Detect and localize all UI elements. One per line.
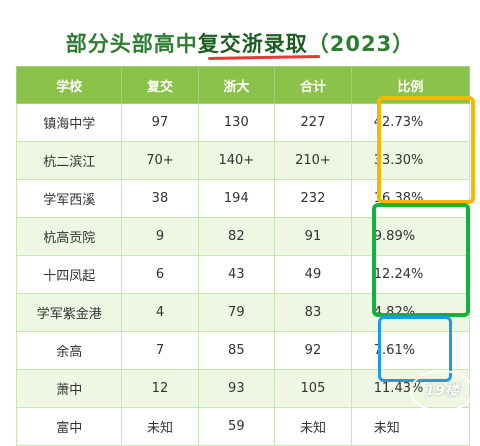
cell-zheda: 194 (197, 179, 276, 218)
header-zheda: 浙大 (197, 66, 276, 104)
cell-total: 49 (274, 255, 352, 294)
cell-ratio: 42.73% (350, 103, 471, 142)
red-underline-mark (207, 55, 321, 60)
cell-total: 83 (274, 293, 352, 332)
cell-zheda: 59 (197, 407, 276, 446)
cell-zheda: 85 (197, 331, 276, 370)
cell-fujiao: 70+ (121, 141, 199, 180)
title-suffix: （2023） (307, 32, 415, 56)
table-row: 富中 未知 59 未知 未知 (15, 407, 471, 446)
green-highlight-box (372, 203, 470, 317)
table-row: 杭高贡院 9 82 91 9.89% (15, 217, 471, 256)
cell-fujiao: 4 (121, 293, 199, 332)
cell-ratio: 33.30% (350, 141, 471, 180)
cell-total: 232 (274, 179, 352, 218)
title-prefix: 部分头部高中 (65, 32, 198, 56)
cell-total: 91 (274, 217, 352, 256)
cell-school: 杭二滨江 (15, 141, 123, 180)
cell-total: 92 (274, 331, 352, 370)
cell-fujiao: 38 (121, 179, 199, 218)
table-row: 镇海中学 97 130 227 42.73% (15, 103, 471, 142)
cell-zheda: 79 (197, 293, 276, 332)
cell-zheda: 43 (197, 255, 276, 294)
cell-school: 富中 (15, 407, 123, 446)
cell-school: 学军西溪 (15, 179, 123, 218)
table-row: 学军西溪 38 194 232 16.38% (15, 179, 471, 218)
cell-zheda: 140+ (197, 141, 276, 180)
cell-ratio: 未知 (350, 407, 471, 446)
cell-fujiao: 7 (121, 331, 199, 370)
cell-zheda: 82 (197, 217, 276, 256)
page-title: 部分头部高中复交浙录取（2023） (0, 28, 480, 58)
yellow-highlight-box (377, 96, 475, 204)
header-school: 学校 (15, 66, 123, 104)
cell-fujiao: 12 (121, 369, 199, 408)
cell-school: 十四凤起 (15, 255, 123, 294)
header-fujiao: 复交 (121, 66, 199, 104)
cell-fujiao: 97 (121, 103, 199, 142)
cell-school: 余高 (15, 331, 123, 370)
cell-school: 镇海中学 (15, 103, 123, 142)
cell-fujiao: 未知 (121, 407, 199, 446)
header-total: 合计 (274, 66, 352, 104)
cell-total: 227 (274, 103, 352, 142)
cell-school: 学军紫金港 (15, 293, 123, 332)
cell-total: 未知 (274, 407, 352, 446)
cell-ratio: 16.38% (350, 179, 471, 218)
cell-ratio: 9.89% (350, 217, 471, 256)
title-highlight: 复交浙录取 (197, 32, 308, 56)
table-row: 萧中 12 93 105 11.43% (15, 369, 471, 408)
watermark-logo: 19楼 (410, 370, 474, 412)
cell-zheda: 93 (197, 369, 276, 408)
cell-fujiao: 6 (121, 255, 199, 294)
cell-total: 210+ (274, 141, 352, 180)
cell-school: 杭高贡院 (15, 217, 123, 256)
cell-school: 萧中 (15, 369, 123, 408)
cell-fujiao: 9 (121, 217, 199, 256)
cell-total: 105 (274, 369, 352, 408)
table-row: 杭二滨江 70+ 140+ 210+ 33.30% (15, 141, 471, 180)
cell-ratio: 12.24% (350, 255, 471, 294)
cell-zheda: 130 (197, 103, 276, 142)
